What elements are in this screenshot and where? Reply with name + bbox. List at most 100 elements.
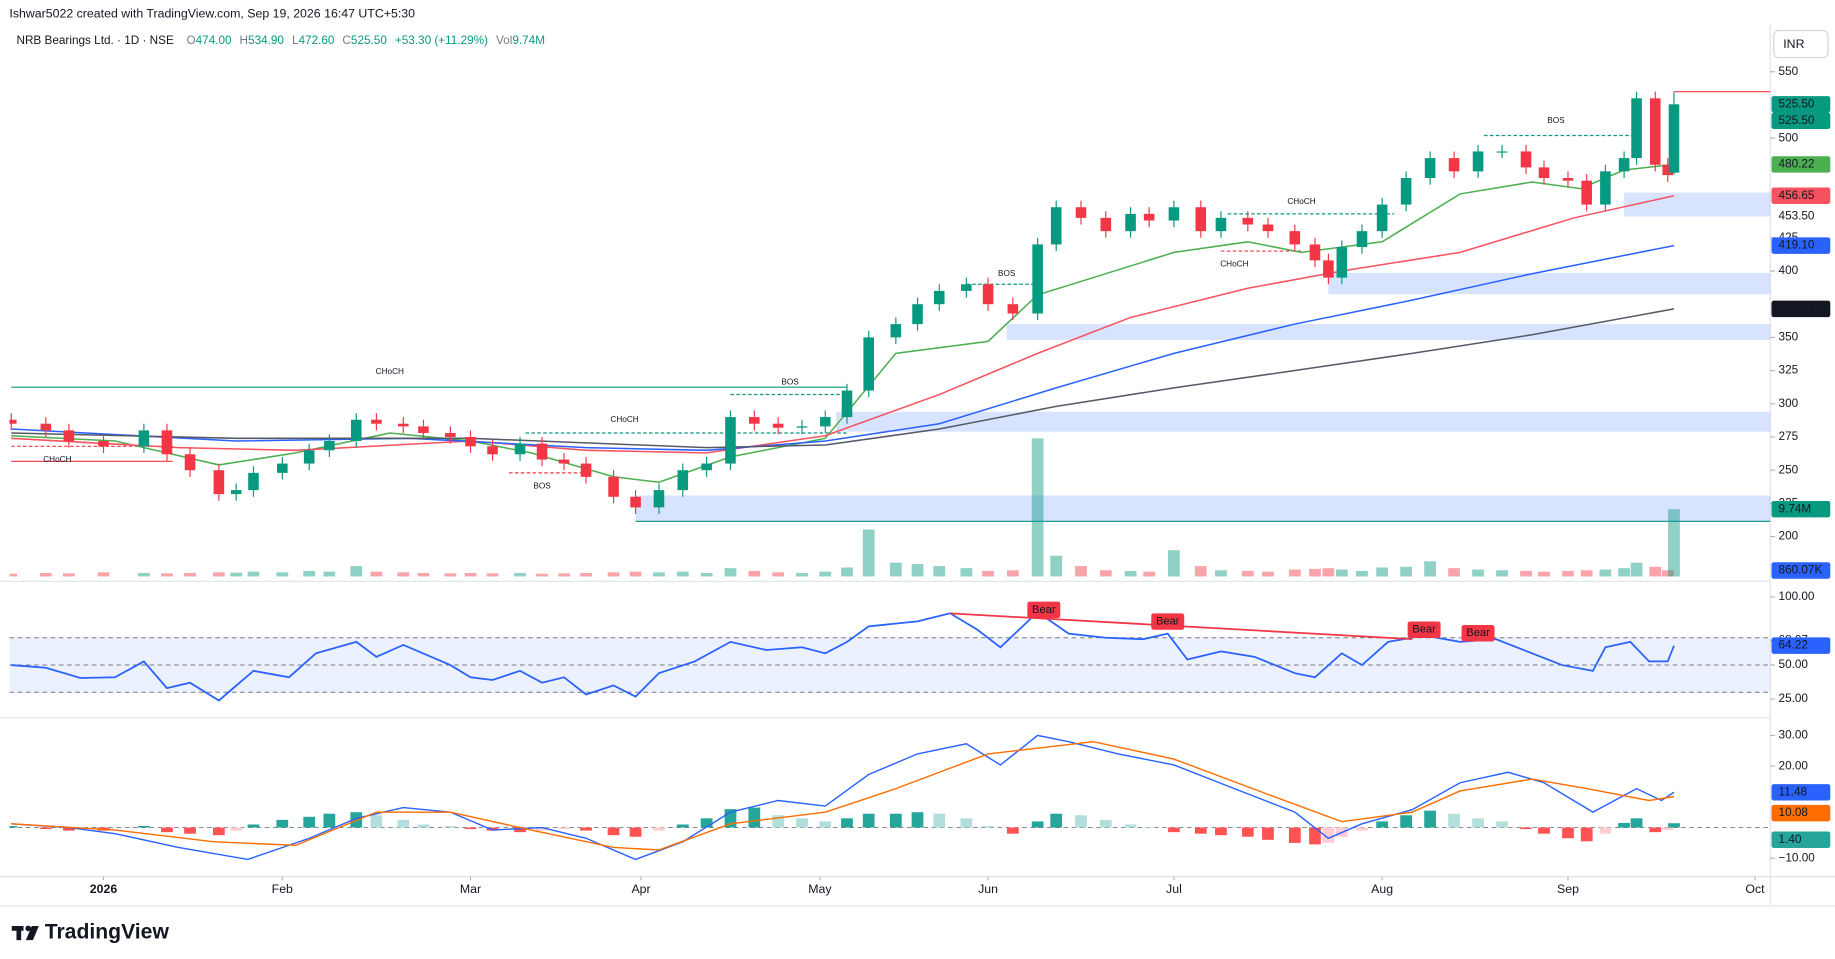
histogram-bar — [1562, 827, 1574, 839]
currency-box[interactable] — [1773, 30, 1829, 59]
volume-bar — [819, 571, 832, 577]
volume-bar — [161, 573, 173, 577]
price-badge-label: 9.74M — [1779, 502, 1812, 515]
histogram-bar — [370, 815, 383, 828]
candle-body — [418, 426, 429, 434]
price-badge — [1771, 831, 1831, 848]
candle-body — [213, 470, 225, 495]
volume-bar — [724, 568, 737, 577]
volume-bar — [486, 573, 499, 577]
histogram-bar — [933, 813, 946, 828]
histogram-bar — [1649, 827, 1662, 833]
legend-line: NRB Bearings Ltd. · 1D · NSE O474.00 H53… — [16, 34, 545, 47]
histogram-bar — [247, 824, 260, 828]
histogram-bar — [1424, 810, 1436, 828]
field-key: C — [342, 34, 351, 47]
volume-bar — [1075, 566, 1087, 577]
volume-bar — [841, 567, 853, 577]
histogram-bar — [184, 827, 196, 834]
histogram-bar — [1288, 827, 1301, 843]
zone — [1624, 192, 1771, 217]
candle-body — [138, 430, 150, 447]
candle-body — [890, 324, 902, 338]
y-tick-label: 500 — [1779, 131, 1799, 144]
histogram-bar — [303, 816, 316, 828]
volume-bar — [1288, 569, 1301, 577]
candle-body — [161, 430, 173, 455]
histogram-bar — [1031, 821, 1044, 828]
price-badge — [1771, 637, 1831, 654]
volume-bar — [1006, 570, 1019, 577]
candle-body — [324, 440, 335, 451]
volume-bar — [796, 573, 808, 577]
y-tick-label: −10.00 — [1779, 851, 1816, 864]
macd-line — [11, 734, 1675, 861]
price-badge-label: 456.65 — [1779, 189, 1815, 202]
candle-body — [841, 390, 853, 418]
histogram-bar — [1050, 813, 1063, 828]
candle-body — [1496, 151, 1508, 153]
macd-pane — [9, 734, 1771, 861]
field-value: 534.90 — [248, 34, 284, 47]
histogram-bar — [514, 827, 526, 833]
histogram-bar — [1006, 827, 1019, 834]
structure-label: BOS — [533, 481, 551, 490]
price-badge — [1771, 96, 1831, 113]
candle-body — [580, 463, 592, 477]
histogram-bar — [1215, 827, 1227, 836]
candle-body — [1050, 207, 1062, 245]
histogram-bar — [1143, 827, 1156, 829]
volume-bar — [1424, 561, 1436, 577]
histogram-bar — [230, 827, 243, 831]
volume-bar — [1649, 566, 1662, 577]
histogram-bar — [580, 827, 592, 831]
candle-body — [536, 443, 548, 460]
histogram-bar — [464, 827, 477, 830]
candle-body — [248, 472, 259, 491]
moving-average — [11, 163, 1675, 483]
volume-bar — [1050, 555, 1063, 577]
volume-bar — [303, 570, 316, 577]
candle-body — [1631, 98, 1642, 159]
candle-body — [1472, 151, 1484, 172]
candle-body — [1649, 98, 1661, 165]
histogram-bar — [1668, 823, 1680, 828]
histogram-bar — [1309, 827, 1321, 845]
y-tick-label: 300 — [1779, 397, 1799, 410]
price-badge — [1771, 562, 1831, 579]
candle-body — [749, 417, 760, 424]
price-badge-label: 525.50 — [1779, 97, 1815, 110]
volume-bar — [862, 529, 875, 577]
histogram-bar — [138, 825, 150, 828]
histogram-bar — [1356, 827, 1368, 831]
volume-bar — [772, 572, 785, 577]
candle-body — [1520, 151, 1532, 168]
volume-bar — [607, 572, 620, 577]
candle-body — [398, 423, 409, 427]
volume-bar — [514, 573, 526, 577]
histogram-bar — [1194, 827, 1207, 834]
volume-bar — [889, 562, 902, 577]
price-badge-label: 419.10 — [1779, 239, 1815, 252]
volume-bar — [911, 564, 924, 577]
candle-body — [1195, 207, 1207, 232]
price-badge — [1771, 784, 1831, 801]
price-badge-label: 11.48 — [1779, 785, 1808, 798]
volume-bar — [676, 571, 689, 577]
field-value: 474.00 — [196, 34, 232, 47]
price-badge-label: 1.40 — [1779, 833, 1802, 846]
currency[interactable]: INR — [1783, 37, 1804, 51]
volume-bar — [1400, 566, 1412, 577]
candle-body — [1100, 217, 1112, 232]
x-tick-label: Jul — [1166, 882, 1182, 896]
candle-body — [1376, 204, 1388, 232]
volume-bar — [1031, 438, 1044, 577]
histogram-bar — [1075, 815, 1087, 828]
candle-body — [677, 470, 689, 491]
histogram-bar — [39, 827, 52, 830]
histogram-bar — [444, 825, 457, 828]
volume-bar — [9, 573, 18, 577]
histogram-bar — [276, 819, 289, 828]
candle-body — [371, 419, 382, 424]
volume-bar — [323, 571, 336, 577]
